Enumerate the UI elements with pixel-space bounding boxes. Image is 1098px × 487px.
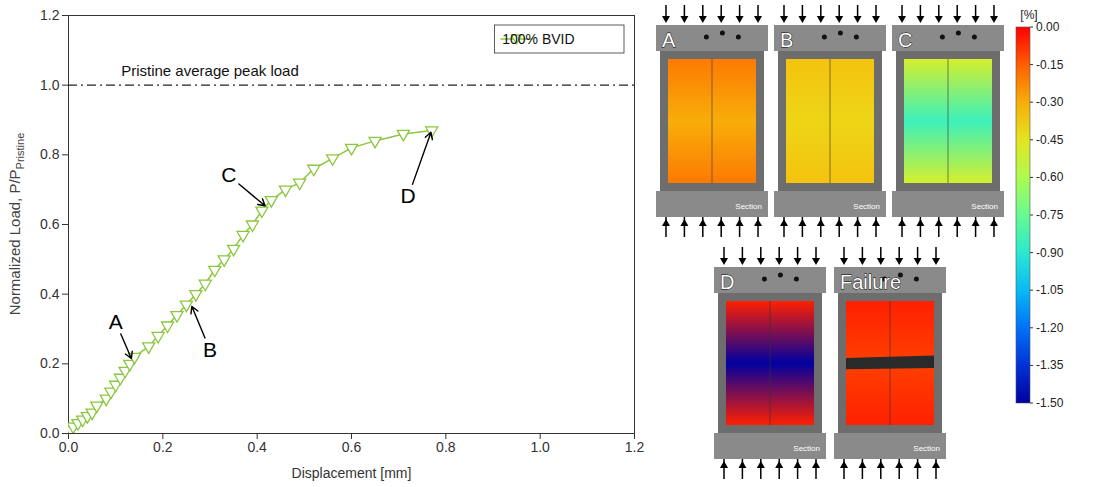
- svg-text:0.6: 0.6: [40, 216, 60, 232]
- svg-text:-0.90: -0.90: [1036, 246, 1064, 260]
- svg-text:1.0: 1.0: [40, 77, 60, 93]
- svg-text:C: C: [221, 163, 236, 186]
- svg-text:A: A: [662, 29, 676, 51]
- svg-text:-0.15: -0.15: [1036, 58, 1064, 72]
- svg-text:A: A: [109, 310, 123, 333]
- svg-text:B: B: [780, 29, 793, 51]
- svg-text:Failure: Failure: [840, 271, 901, 293]
- svg-text:-1.35: -1.35: [1036, 358, 1064, 372]
- svg-text:Section: Section: [793, 444, 820, 453]
- svg-text:Section: Section: [853, 202, 880, 211]
- svg-text:Section: Section: [971, 202, 998, 211]
- svg-text:Section: Section: [913, 444, 940, 453]
- svg-text:1.2: 1.2: [40, 7, 60, 23]
- svg-text:0.4: 0.4: [247, 439, 267, 455]
- svg-text:Normalized Load, P/PPristine: Normalized Load, P/PPristine: [6, 133, 26, 316]
- svg-text:0.0: 0.0: [40, 425, 60, 441]
- svg-text:0.2: 0.2: [40, 355, 60, 371]
- svg-text:Pristine average peak load: Pristine average peak load: [121, 62, 299, 79]
- svg-text:D: D: [401, 184, 416, 207]
- svg-text:0.2: 0.2: [153, 439, 173, 455]
- svg-text:0.8: 0.8: [40, 146, 60, 162]
- svg-text:B: B: [203, 338, 217, 361]
- svg-text:0.4: 0.4: [40, 286, 60, 302]
- svg-text:-0.30: -0.30: [1036, 95, 1064, 109]
- svg-text:1.0: 1.0: [530, 439, 550, 455]
- svg-text:0.6: 0.6: [342, 439, 362, 455]
- svg-text:-0.45: -0.45: [1036, 133, 1064, 147]
- svg-text:0.00: 0.00: [1036, 20, 1060, 34]
- svg-text:-0.75: -0.75: [1036, 208, 1064, 222]
- svg-text:-1.20: -1.20: [1036, 321, 1064, 335]
- svg-text:C: C: [898, 29, 912, 51]
- svg-text:1.2: 1.2: [625, 439, 645, 455]
- svg-text:Section: Section: [735, 202, 762, 211]
- svg-text:-1.05: -1.05: [1036, 283, 1064, 297]
- svg-text:0.8: 0.8: [436, 439, 456, 455]
- svg-text:-1.50: -1.50: [1036, 396, 1064, 410]
- svg-text:100% BVID: 100% BVID: [502, 31, 574, 47]
- svg-text:0.0: 0.0: [59, 439, 79, 455]
- svg-text:-0.60: -0.60: [1036, 170, 1064, 184]
- svg-text:D: D: [720, 271, 734, 293]
- svg-text:Displacement [mm]: Displacement [mm]: [292, 465, 412, 481]
